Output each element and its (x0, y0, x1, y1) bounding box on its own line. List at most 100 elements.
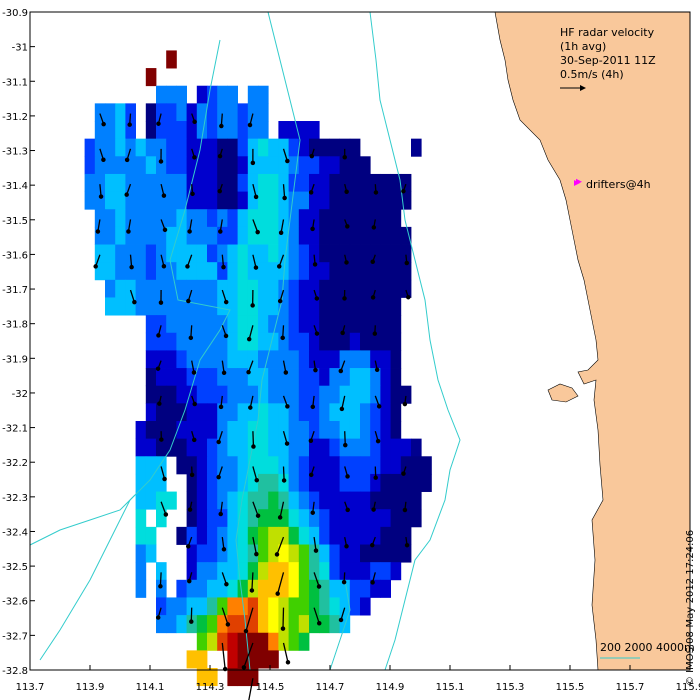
velocity-arrow (243, 642, 254, 668)
speed-cell (196, 350, 208, 369)
speed-cell (319, 438, 330, 457)
speed-cell (237, 368, 249, 387)
speed-cell (145, 526, 157, 545)
speed-cell (94, 226, 106, 245)
speed-cell (288, 297, 300, 316)
velocity-arrowhead (345, 507, 350, 513)
velocity-arrowhead (342, 155, 347, 160)
velocity-arrow (282, 184, 286, 199)
speed-cell (227, 138, 238, 157)
speed-cell (186, 244, 198, 263)
speed-cell (288, 226, 300, 245)
speed-cell (186, 226, 198, 245)
speed-cell (196, 526, 208, 545)
speed-cell (370, 332, 381, 351)
speed-cell (298, 562, 310, 581)
speed-cell (278, 368, 289, 387)
speed-cell (227, 650, 238, 669)
speed-cell (247, 262, 259, 281)
speed-cell (237, 332, 249, 351)
velocity-arrowhead (314, 296, 320, 301)
speed-cell (166, 156, 177, 175)
speed-cell (176, 138, 187, 157)
speed-cell (145, 173, 157, 192)
speed-cell (298, 121, 310, 140)
speed-cell (186, 315, 198, 334)
speed-cell (84, 156, 96, 175)
credit-text: © IMOS 08-May-2012 17:24:06 (685, 530, 696, 686)
speed-cell (309, 173, 320, 192)
velocity-arrowhead (248, 405, 253, 410)
speed-cell (319, 544, 330, 563)
speed-cell (166, 85, 177, 104)
speed-cell (258, 121, 269, 140)
speed-cell (196, 138, 208, 157)
speed-cell (360, 173, 371, 192)
speed-cell (390, 332, 402, 351)
speed-cell (227, 597, 238, 616)
speed-cell (370, 438, 381, 457)
speed-cell (288, 385, 300, 404)
velocity-arrowhead (189, 619, 194, 624)
speed-cell (237, 138, 249, 157)
speed-cell (247, 544, 259, 563)
speed-cell (319, 579, 330, 598)
legend-scale-arrowhead (580, 85, 586, 91)
speed-cell (360, 491, 371, 510)
velocity-arrow (313, 536, 317, 551)
velocity-arrowhead (375, 438, 381, 444)
speed-cell (268, 509, 279, 528)
speed-cell (145, 456, 157, 475)
speed-cell (156, 121, 167, 140)
speed-cell (84, 173, 96, 192)
speed-cell (339, 420, 351, 440)
speed-cell (186, 385, 198, 404)
velocity-arrowhead (313, 548, 319, 553)
speed-cell (288, 420, 300, 440)
speed-cell (156, 562, 167, 581)
speed-cell (166, 103, 177, 122)
speed-cell (390, 438, 402, 457)
contour-200m (369, 11, 461, 671)
speed-cell (186, 650, 198, 669)
velocity-arrowhead (275, 591, 280, 596)
y-tick-label: -32.7 (2, 631, 28, 642)
speed-cell (339, 209, 351, 228)
speed-cell (196, 279, 208, 298)
speed-cell (196, 385, 208, 404)
y-tick-label: -31.7 (2, 285, 28, 296)
speed-cell (217, 579, 228, 598)
speed-cell (309, 526, 320, 545)
speed-cell (207, 315, 218, 334)
speed-cell (217, 103, 228, 122)
speed-cell (207, 368, 218, 387)
velocity-arrowhead (310, 226, 315, 232)
speed-cell (217, 526, 228, 545)
speed-cell (370, 473, 381, 492)
speed-cell (227, 121, 238, 140)
speed-cell (298, 315, 310, 334)
speed-cell (258, 579, 269, 598)
speed-cell (380, 350, 391, 369)
speed-cell (298, 262, 310, 281)
speed-cell (258, 103, 269, 122)
speed-cell (115, 173, 126, 192)
velocity-arrow (252, 431, 255, 447)
velocity-arrowhead (163, 512, 169, 517)
speed-cell (390, 279, 402, 298)
speed-cell (349, 368, 361, 387)
speed-cell (400, 473, 412, 492)
speed-cell (298, 456, 310, 475)
velocity-arrowhead (93, 264, 98, 269)
velocity-arrowhead (216, 474, 221, 480)
speed-cell (370, 279, 381, 298)
speed-cell (360, 509, 371, 528)
x-tick-label: 114.9 (376, 682, 405, 693)
speed-cell (268, 156, 279, 175)
speed-cell (268, 438, 279, 457)
speed-cell (166, 597, 177, 616)
speed-cell (196, 173, 208, 192)
velocity-arrowhead (221, 370, 227, 376)
speed-cell (329, 350, 340, 369)
velocity-arrowhead (316, 584, 322, 589)
